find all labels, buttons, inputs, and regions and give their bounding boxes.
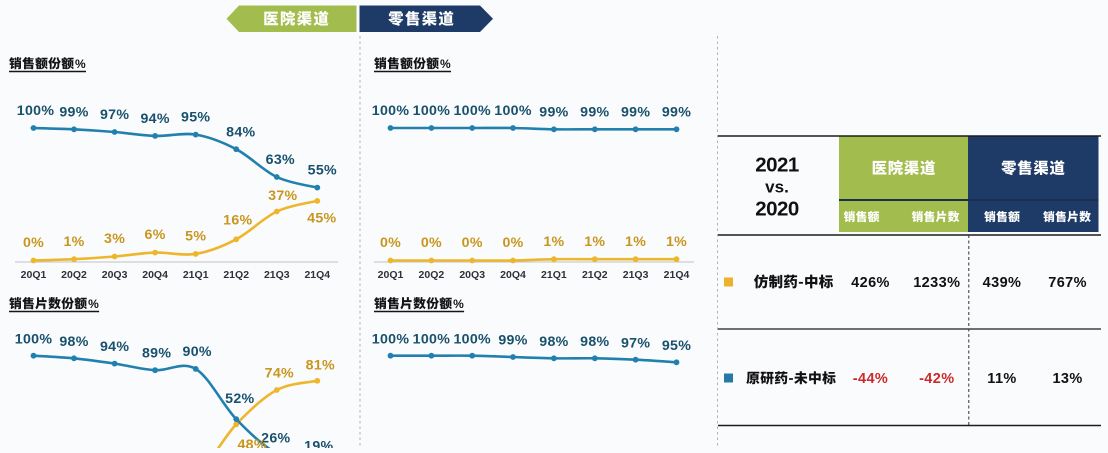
svg-text:0%: 0% [462, 235, 483, 251]
svg-text:94%: 94% [100, 339, 129, 355]
svg-text:2020: 2020 [755, 198, 799, 221]
svg-text:19%: 19% [304, 439, 333, 448]
svg-text:90%: 90% [183, 344, 212, 360]
svg-text:439%: 439% [983, 275, 1022, 291]
svg-text:97%: 97% [100, 107, 129, 123]
svg-text:100%: 100% [372, 103, 410, 119]
svg-text:48%: 48% [237, 437, 266, 448]
svg-text:20Q3: 20Q3 [102, 269, 128, 281]
svg-text:20Q3: 20Q3 [459, 269, 485, 281]
svg-text:100%: 100% [453, 103, 491, 119]
svg-text:20Q4: 20Q4 [142, 269, 168, 281]
svg-text:1%: 1% [543, 234, 564, 250]
svg-text:6%: 6% [145, 227, 166, 243]
svg-text:20Q4: 20Q4 [500, 269, 526, 281]
svg-text:55%: 55% [308, 163, 337, 179]
svg-text:21Q1: 21Q1 [541, 269, 567, 281]
svg-text:1%: 1% [625, 234, 646, 250]
svg-text:0%: 0% [421, 235, 442, 251]
svg-text:21Q3: 21Q3 [264, 269, 290, 281]
svg-text:%: % [75, 57, 86, 71]
svg-text:98%: 98% [580, 334, 609, 350]
svg-text:100%: 100% [372, 331, 410, 347]
svg-text:21Q2: 21Q2 [223, 269, 249, 281]
svg-text:52%: 52% [225, 391, 254, 407]
svg-text:63%: 63% [266, 152, 295, 168]
svg-text:100%: 100% [413, 331, 451, 347]
svg-text:95%: 95% [662, 338, 691, 354]
svg-text:1%: 1% [666, 234, 687, 250]
svg-text:99%: 99% [580, 104, 609, 120]
svg-text:21Q1: 21Q1 [183, 269, 209, 281]
svg-text:37%: 37% [268, 188, 297, 204]
svg-text:%: % [453, 297, 464, 311]
svg-text:21Q4: 21Q4 [304, 269, 330, 281]
svg-text:20Q1: 20Q1 [21, 269, 47, 281]
svg-text:767%: 767% [1048, 275, 1087, 291]
svg-text:26%: 26% [261, 431, 290, 447]
svg-text:5%: 5% [185, 229, 206, 245]
svg-text:%: % [440, 57, 451, 71]
svg-text:99%: 99% [539, 104, 568, 120]
svg-text:99%: 99% [59, 104, 88, 120]
svg-text:0%: 0% [380, 235, 401, 251]
svg-text:426%: 426% [851, 275, 890, 291]
svg-text:11%: 11% [987, 371, 1016, 387]
svg-text:21Q4: 21Q4 [664, 269, 690, 281]
svg-text:0%: 0% [502, 235, 523, 251]
svg-text:99%: 99% [498, 333, 527, 349]
svg-text:16%: 16% [223, 212, 252, 228]
svg-text:84%: 84% [226, 124, 255, 140]
svg-text:99%: 99% [621, 104, 650, 120]
svg-text:-44%: -44% [853, 371, 888, 387]
svg-text:20Q2: 20Q2 [61, 269, 87, 281]
svg-text:99%: 99% [662, 104, 691, 120]
svg-text:21Q3: 21Q3 [623, 269, 649, 281]
svg-text:98%: 98% [539, 334, 568, 350]
svg-text:21Q2: 21Q2 [582, 269, 608, 281]
svg-text:97%: 97% [621, 335, 650, 351]
svg-text:100%: 100% [413, 103, 451, 119]
svg-text:89%: 89% [142, 345, 171, 361]
svg-text:100%: 100% [494, 103, 532, 119]
svg-text:45%: 45% [307, 210, 336, 226]
svg-text:81%: 81% [306, 358, 335, 374]
svg-text:-42%: -42% [919, 371, 954, 387]
svg-text:95%: 95% [181, 110, 210, 126]
svg-text:20Q2: 20Q2 [419, 269, 445, 281]
svg-text:vs.: vs. [765, 177, 789, 196]
svg-text:1%: 1% [63, 234, 84, 250]
svg-text:13%: 13% [1052, 371, 1082, 387]
svg-text:3%: 3% [104, 231, 125, 247]
svg-text:1233%: 1233% [913, 275, 960, 291]
svg-text:0%: 0% [23, 235, 44, 251]
svg-text:98%: 98% [59, 334, 88, 350]
svg-text:100%: 100% [453, 331, 491, 347]
svg-text:100%: 100% [17, 103, 55, 119]
svg-text:%: % [88, 297, 99, 311]
svg-text:74%: 74% [265, 366, 294, 382]
svg-text:100%: 100% [15, 331, 53, 347]
svg-text:20Q1: 20Q1 [378, 269, 404, 281]
svg-text:1%: 1% [584, 234, 605, 250]
svg-text:94%: 94% [140, 111, 169, 127]
svg-text:2021: 2021 [755, 154, 799, 177]
